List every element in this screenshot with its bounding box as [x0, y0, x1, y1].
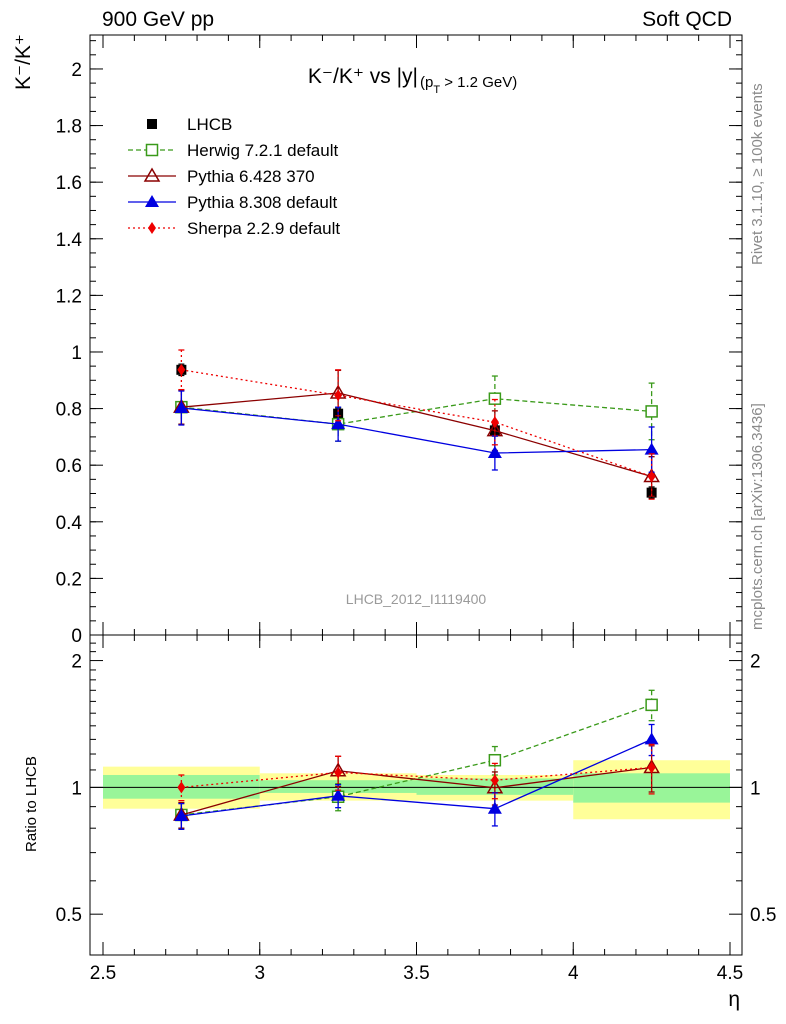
main-line-herwig — [181, 398, 652, 425]
ratio-y-tick-label: 2 — [71, 652, 82, 673]
category-label: Soft QCD — [642, 8, 732, 31]
main-series-lhcb — [176, 363, 657, 499]
x-axis-label: η — [728, 988, 740, 1011]
legend-entry-pythia6: Pythia 6.428 370 — [128, 167, 315, 186]
main-line-sherpa — [181, 369, 652, 478]
ratio-point-sherpa — [334, 766, 343, 779]
main-point-sherpa — [647, 470, 656, 483]
ratio-point-pythia8 — [331, 788, 346, 801]
y-axis-label-ratio: Ratio to LHCB — [23, 756, 40, 852]
y-tick-label: 0 — [71, 626, 82, 647]
mcplots-info: mcplots.cern.ch [arXiv:1306.3436] — [749, 403, 766, 630]
legend-label-pythia8: Pythia 8.308 default — [187, 193, 338, 212]
y-tick-label: 1.8 — [56, 117, 82, 138]
axis-ticks: 0 0.2 0.4 0.6 0.8 1 1.2 1.4 1.6 1.8 2 0.5 0.5 1 1 2 2 2.5… — [56, 35, 776, 984]
ratio-point-sherpa — [647, 761, 656, 774]
legend-marker-pythia6 — [143, 167, 161, 182]
analysis-watermark: LHCB_2012_I1119400 — [346, 591, 487, 607]
main-series-sherpa — [177, 349, 656, 500]
x-tick-label: 3.5 — [403, 963, 429, 984]
rivet-info: Rivet 3.1.10, ≥ 100k events — [749, 83, 766, 265]
main-series-pythia6 — [173, 369, 660, 497]
legend-entry-lhcb: LHCB — [147, 115, 232, 134]
ratio-line-sherpa — [181, 766, 652, 789]
legend-marker-herwig — [145, 143, 159, 157]
y-tick-label: 1.2 — [56, 286, 82, 307]
main-title: K⁻/K⁺ vs |y| — [308, 65, 418, 88]
legend-marker-lhcb — [147, 119, 157, 129]
series-layer — [173, 349, 660, 830]
main-point-herwig — [645, 405, 658, 418]
main-point-sherpa — [177, 363, 186, 376]
y-tick-label: 0.4 — [56, 513, 83, 534]
main-point-herwig — [488, 392, 502, 405]
main-point-pythia8 — [331, 417, 346, 430]
main-line-pythia6 — [181, 392, 652, 478]
ratio-point-sherpa — [177, 781, 186, 794]
title-subscript: (pT > 1.2 GeV) — [420, 74, 517, 96]
y-tick-label: 0.2 — [56, 569, 82, 590]
ratio-y-tick-label: 1 — [71, 778, 82, 799]
ratio-line-herwig — [181, 704, 652, 816]
legend-label-lhcb: LHCB — [187, 115, 232, 134]
ratio-y-tick-label-right: 1 — [750, 778, 761, 799]
legend: LHCB Herwig 7.2.1 default Pythia 6.428 370… — [128, 115, 340, 238]
main-line-pythia8 — [181, 407, 652, 454]
legend-label-pythia6: Pythia 6.428 370 — [187, 167, 315, 186]
main-point-pythia8 — [487, 446, 502, 459]
ratio-point-sherpa — [490, 774, 499, 787]
ratio-y-tick-label: 0.5 — [56, 905, 82, 926]
legend-label-sherpa: Sherpa 2.2.9 default — [187, 219, 340, 238]
ratio-bands — [90, 760, 742, 820]
ratio-point-herwig — [645, 698, 658, 712]
ratio-point-herwig — [488, 753, 502, 767]
ratio-point-pythia8 — [644, 732, 659, 745]
ratio-line-pythia6 — [181, 766, 652, 816]
y-tick-label: 0.8 — [56, 400, 82, 421]
main-point-sherpa — [334, 389, 343, 402]
legend-entry-sherpa: Sherpa 2.2.9 default — [128, 219, 340, 238]
y-tick-label: 2 — [71, 60, 82, 81]
legend-entry-pythia8: Pythia 8.308 default — [128, 193, 338, 212]
ratio-point-pythia8 — [174, 809, 189, 822]
y-axis-label-top: K⁻/K⁺ — [12, 34, 35, 90]
process-label: 900 GeV pp — [102, 8, 215, 31]
legend-label-herwig: Herwig 7.2.1 default — [187, 141, 338, 160]
x-tick-label: 3 — [254, 963, 265, 984]
legend-marker-sherpa — [148, 222, 156, 234]
y-tick-label: 1.6 — [56, 173, 82, 194]
main-series-herwig — [175, 375, 658, 442]
main-point-sherpa — [490, 416, 499, 429]
x-tick-label: 4.5 — [717, 963, 743, 984]
main-point-pythia8 — [644, 442, 659, 455]
ratio-y-tick-label-right: 0.5 — [750, 905, 776, 926]
legend-entry-herwig: Herwig 7.2.1 default — [128, 141, 338, 160]
y-tick-label: 0.6 — [56, 456, 82, 477]
y-tick-label: 1.4 — [56, 230, 83, 251]
y-tick-label: 1 — [71, 343, 82, 364]
ratio-y-tick-label-right: 2 — [750, 652, 761, 673]
x-tick-label: 4 — [568, 963, 579, 984]
ratio-series-sherpa — [177, 743, 656, 802]
ratio-line-pythia8 — [181, 738, 652, 817]
x-tick-label: 2.5 — [90, 963, 116, 984]
ratio-point-pythia8 — [487, 801, 502, 814]
main-point-pythia8 — [174, 401, 189, 414]
main-series-pythia8 — [174, 390, 659, 473]
legend-marker-pythia8 — [145, 195, 159, 207]
